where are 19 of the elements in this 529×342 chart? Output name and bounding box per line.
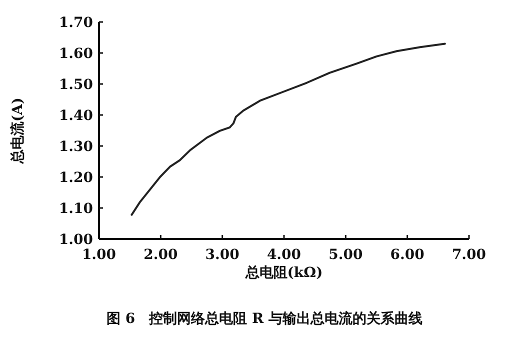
y-tick-label: 1.60 [58, 46, 94, 62]
y-tick-label: 1.40 [58, 108, 94, 124]
x-tick-label: 2.00 [144, 247, 178, 263]
x-tick-label: 1.00 [82, 247, 116, 263]
y-tick-label: 1.30 [58, 139, 94, 155]
y-tick-label: 1.00 [58, 232, 94, 248]
x-tick-label: 4.00 [266, 247, 302, 263]
y-axis-title: 总电流(A) [9, 97, 26, 165]
x-tick-label: 7.00 [452, 247, 486, 263]
text: 图 6 控制网络总电阻 R 与输出总电流的关系曲线 [106, 310, 422, 327]
x-tick-label: 6.00 [390, 247, 425, 263]
y-tick-label: 1.10 [58, 201, 94, 217]
y-tick-label: 1.20 [58, 170, 94, 186]
x-axis-title: 总电阻(kΩ) [244, 265, 323, 281]
x-tick-label: 3.00 [205, 247, 240, 263]
y-tick-label: 1.70 [58, 15, 94, 31]
x-tick-label: 5.00 [328, 247, 363, 263]
line-series [130, 42, 446, 216]
y-tick-label: 1.50 [58, 77, 94, 93]
